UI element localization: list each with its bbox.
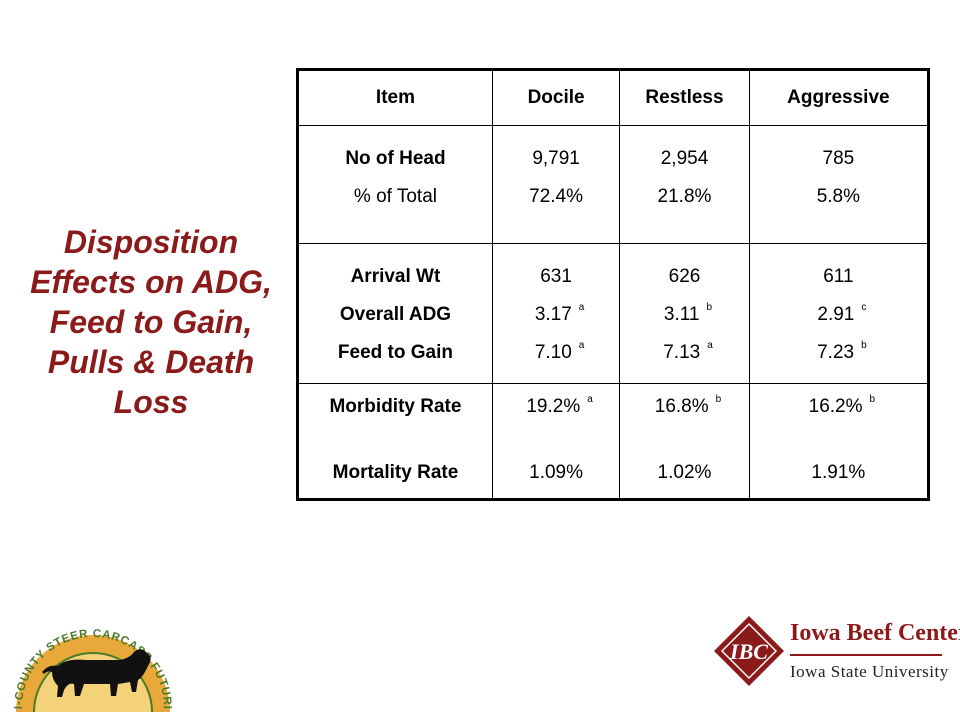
sig-letter: a <box>587 394 593 405</box>
header-item: Item <box>297 69 493 126</box>
aggressive-arrival-wt: 611 <box>823 266 854 287</box>
aggressive-mortality: 1.91% <box>811 462 866 483</box>
label-no-of-head: No of Head <box>345 148 446 169</box>
restless-head: 2,954 <box>660 148 709 169</box>
label-morbidity: Morbidity Rate <box>329 396 462 417</box>
table-row-health: Morbidity Rate Mortality Rate 19.2% a 1.0… <box>297 383 930 500</box>
ibc-diamond-icon: IBC <box>714 616 784 686</box>
docile-morbidity: 19.2% <box>526 396 581 417</box>
label-overall-adg: Overall ADG <box>339 304 452 325</box>
aggressive-pct: 5.8% <box>816 186 861 207</box>
aggressive-morbidity: 16.2% <box>808 396 863 417</box>
aggressive-head: 785 <box>822 148 855 169</box>
sig-letter: b <box>869 394 876 405</box>
restless-pct: 21.8% <box>657 186 712 207</box>
divider <box>790 654 942 656</box>
iowa-state-university-text: Iowa State University <box>790 662 949 681</box>
iowa-beef-center-logo: IBC Iowa Beef Center Iowa State Universi… <box>712 612 960 692</box>
table-header-row: Item Docile Restless Aggressive <box>297 69 930 126</box>
label-arrival-wt: Arrival Wt <box>350 266 441 287</box>
docile-head: 9,791 <box>532 148 580 169</box>
restless-feed-to-gain: 7.13 <box>663 342 701 363</box>
restless-morbidity: 16.8% <box>654 396 709 417</box>
slide-title: Disposition Effects on ADG, Feed to Gain… <box>30 224 272 420</box>
docile-pct: 72.4% <box>529 186 584 207</box>
sig-letter: a <box>578 302 585 313</box>
docile-feed-to-gain: 7.10 <box>534 342 572 363</box>
disposition-table: Item Docile Restless Aggressive No of He… <box>296 68 930 501</box>
header-restless: Restless <box>619 69 750 126</box>
aggressive-adg: 2.91 <box>817 304 855 325</box>
table-row-performance: Arrival Wt Overall ADG Feed to Gain 631 … <box>297 243 930 384</box>
sig-letter: a <box>578 340 585 351</box>
label-mortality: Mortality Rate <box>332 462 459 483</box>
docile-mortality: 1.09% <box>529 462 584 483</box>
bull-icon <box>42 649 151 697</box>
restless-adg: 3.11 <box>663 304 700 325</box>
docile-arrival-wt: 631 <box>540 266 572 287</box>
futurity-logo: TRI-COUNTY STEER CARCASS FUTURITY <box>8 600 172 713</box>
sig-letter: b <box>706 302 713 313</box>
label-feed-to-gain: Feed to Gain <box>337 342 453 363</box>
aggressive-feed-to-gain: 7.23 <box>817 342 855 363</box>
ibc-mark-text: IBC <box>729 639 768 664</box>
restless-arrival-wt: 626 <box>668 266 701 287</box>
sig-letter: a <box>707 340 713 351</box>
sig-letter: b <box>861 340 867 351</box>
sig-letter: b <box>715 394 722 405</box>
label-pct-total: % of Total <box>353 186 437 207</box>
restless-mortality: 1.02% <box>657 462 712 483</box>
header-docile: Docile <box>491 69 621 126</box>
docile-adg: 3.17 <box>534 304 572 325</box>
sig-letter: c <box>861 302 867 313</box>
iowa-beef-center-text: Iowa Beef Center <box>790 620 960 646</box>
header-aggressive: Aggressive <box>748 69 930 126</box>
table-row-head-count: No of Head % of Total 9,791 72.4% 2,954 … <box>297 125 930 244</box>
